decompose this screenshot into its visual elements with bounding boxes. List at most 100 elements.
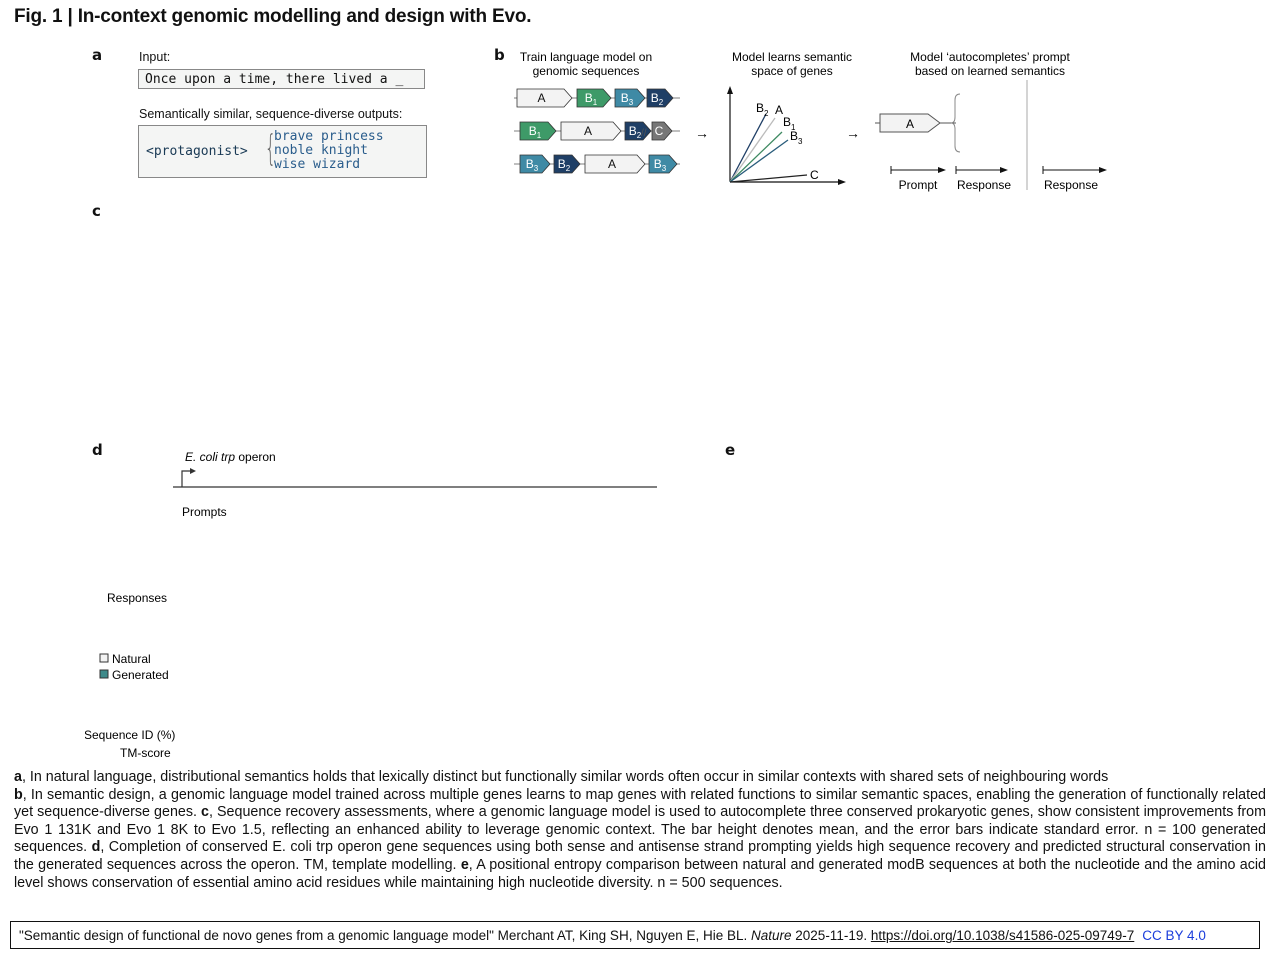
break-icon: // [641,128,647,139]
gene-c-label: C [655,124,664,138]
gene-b3-label: B3 [526,157,539,173]
license-link[interactable]: CC BY 4.0 [1142,928,1206,943]
gene-b2 [553,154,581,174]
natural-legend-swatch [99,653,109,663]
gene-b2 [646,88,674,108]
gene-b1 [519,121,557,141]
gene-c [651,121,673,141]
vector-label-b1: B1 [783,115,796,132]
bar-chart-rpos [90,200,425,445]
arrow-icon: → [695,125,709,141]
outputs-box: <protagonist> { brave princess noble kni… [138,125,427,178]
gene-b3-label: B3 [621,91,634,107]
caption-a-label: a [14,769,22,785]
output-item: brave princess [274,129,384,144]
bar-chart-gyra [425,200,760,445]
vector-b2 [729,113,767,183]
caption-d-label: d [91,839,101,856]
caption-d-text: , Completion of conserved E. coli trp op… [14,839,1266,873]
brace-icon: { [264,128,277,169]
prompts-label: Prompts [182,505,227,519]
gene-b2-label: B2 [651,91,664,107]
caption-e-text: , A positional entropy comparison betwee… [14,856,1267,891]
input-text-box: Once upon a time, there lived a _ [138,69,425,89]
x-axis-arrowhead [838,179,846,185]
caption-b-text: , In semantic design, a genomic language… [14,786,1266,821]
citation-box: "Semantic design of functional de novo g… [10,921,1260,949]
figure-title: Fig. 1 | In-context genomic modelling an… [14,6,532,27]
protagonist-token: <protagonist> [146,144,248,159]
gene-b3 [648,154,678,174]
semantic-space-plot: B2 A B1 B3 C [727,86,846,185]
operon-title: E. coli trp operon [185,450,276,464]
vector-b3 [729,139,789,183]
step2-title-2: space of genes [751,64,832,78]
gene-b1-label: B1 [585,91,598,107]
gene-a [560,121,622,141]
step3-title-2: based on learned semantics [915,64,1065,78]
gene-b3-label: B3 [654,157,667,173]
panel-d-label: d [92,441,103,459]
vector-label-b3: B3 [790,129,803,146]
response-brace [950,93,961,153]
panel-b-label: b [494,46,505,64]
vector-label-a: A [775,103,783,117]
bar-chart-ftsz [758,200,1178,445]
vector-b1 [729,131,783,183]
caption-b-label: b [14,786,23,803]
trp-operon-diagram: E. coli trp operon Prompts Responses Nat… [85,450,657,760]
gene-b1-label: B1 [529,124,542,140]
input-label: Input: [139,50,171,64]
gene-b1 [576,88,612,108]
arrow-icon: → [846,125,860,141]
step2-title-1: Model learns semantic [732,50,852,64]
prompt-gene-label: A [906,117,914,131]
training-sequences: A B1 B3 B2 B1 A B2 C // B3 B2 A B3 [514,88,680,174]
tm-score-label: TM-score [120,746,171,760]
vector-c [729,174,808,183]
figure-caption: a, In natural language, distributional s… [14,769,1266,892]
output-item: wise wizard [274,157,361,172]
caption-c-label: c [201,804,209,821]
y-axis-arrowhead [727,86,733,94]
step3-title-1: Model ‘autocompletes’ prompt [910,50,1070,64]
autocomplete-diagram: A Prompt Response Response [875,80,1107,192]
gene-a [584,154,646,174]
step1-title-1: Train language model on [520,50,652,64]
caption-c-text: , Sequence recovery assessments, where a… [14,804,1266,856]
prompt-gene-a [879,113,941,133]
panel-b-diagram: Train language model on genomic sequence… [514,50,1107,192]
promoter-icon [181,470,192,487]
prompt-axis-label: Prompt [899,178,938,192]
citation-text: "Semantic design of functional de novo g… [19,928,751,943]
citation-journal: Nature [751,928,792,943]
output-item: noble knight [274,143,368,158]
panel-a-label: a [92,46,103,64]
gene-a [516,88,573,108]
step1-title-2: genomic sequences [533,64,640,78]
panel-e-label: e [725,441,736,459]
gene-a-label: A [537,91,545,105]
vector-label-b2: B2 [756,101,769,118]
seq-id-label: Sequence ID (%) [85,728,175,742]
gene-a-label: A [608,157,616,171]
response-axis-label-2: Response [1044,178,1098,192]
gene-b2-label: B2 [558,157,571,173]
natural-legend-label: Natural [112,652,151,666]
responses-label: Responses [107,591,167,605]
generated-legend-swatch [99,669,109,679]
gene-a-label: A [584,124,592,138]
generated-legend-label: Generated [112,668,169,682]
vector-a [729,117,776,183]
outputs-label: Semantically similar, sequence-diverse o… [139,107,403,121]
caption-e-label: e [460,856,469,873]
vector-label-c: C [810,168,819,182]
gene-b2 [624,121,652,141]
panel-c-label: c [92,202,101,220]
gene-b3 [614,88,646,108]
gene-b3 [519,154,551,174]
entropy-line-charts [745,445,1145,760]
gene-b2-label: B2 [629,124,642,140]
caption-a-text: , In natural language, distributional se… [21,769,1109,785]
doi-link[interactable]: https://doi.org/10.1038/s41586-025-09749… [870,928,1135,943]
